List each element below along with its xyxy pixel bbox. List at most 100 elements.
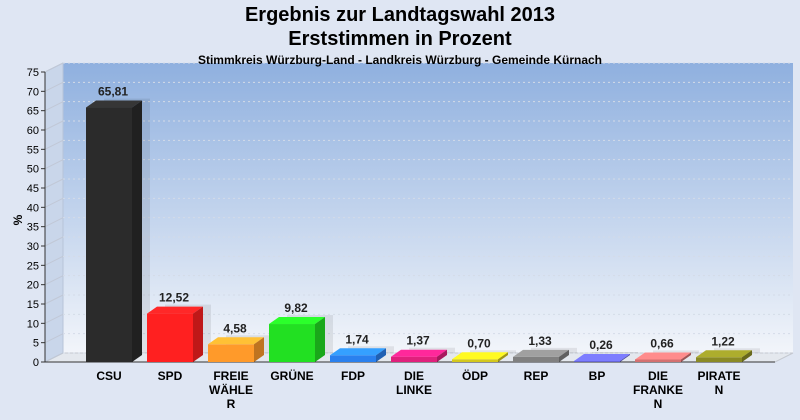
- gridline-side: [44, 120, 64, 131]
- x-tick-label: FRANKE: [633, 383, 683, 397]
- bar-front: [208, 344, 254, 362]
- y-tick-label: 30: [27, 241, 39, 253]
- plot-background: [63, 63, 793, 353]
- y-tick-label: 10: [27, 318, 39, 330]
- x-tick-label: R: [227, 397, 236, 411]
- y-tick-label: 25: [27, 260, 39, 272]
- gridline-side: [44, 139, 64, 150]
- bar: [86, 98, 150, 362]
- bar: [208, 335, 272, 362]
- gridline-side: [44, 255, 64, 266]
- bar-front: [147, 313, 193, 362]
- x-tick-label: WÄHLE: [209, 382, 253, 397]
- bar-top: [574, 353, 630, 361]
- bar-top: [147, 306, 203, 314]
- gridline-side: [44, 197, 64, 208]
- bar-value-label: 1,33: [528, 334, 552, 348]
- bar-side: [132, 100, 142, 362]
- bar-front: [86, 107, 132, 362]
- bar: [147, 304, 211, 362]
- bar-front: [635, 359, 681, 362]
- bar-value-label: 1,37: [406, 334, 430, 348]
- plot-side-wall: [44, 62, 64, 363]
- gridline-side: [44, 81, 64, 92]
- bar-side: [376, 348, 386, 362]
- x-tick-label: N: [654, 397, 663, 411]
- y-tick-label: 35: [27, 222, 39, 234]
- bar-front: [696, 357, 742, 362]
- y-tick-label: 40: [27, 202, 39, 214]
- bar-front: [513, 356, 559, 362]
- x-tick-label: N: [715, 383, 724, 397]
- bar-value-label: 0,70: [467, 336, 491, 350]
- bar-value-label: 0,26: [589, 338, 613, 352]
- y-tick-label: 70: [27, 86, 39, 98]
- bar-side: [437, 349, 447, 362]
- x-tick-label: BP: [589, 369, 606, 383]
- bar-value-label: 12,52: [159, 291, 189, 305]
- bar-value-label: 4,58: [223, 321, 247, 335]
- bar-front: [269, 324, 315, 362]
- bar: [574, 351, 638, 362]
- y-tick-label: 50: [27, 164, 39, 176]
- gridline-side: [44, 294, 64, 305]
- bar-top: [86, 100, 142, 108]
- bar-top: [208, 337, 264, 345]
- x-tick-label: LINKE: [396, 383, 432, 397]
- bar-top: [269, 317, 325, 325]
- bar-front: [574, 360, 620, 362]
- bar-top: [330, 348, 386, 356]
- y-tick-label: 55: [27, 144, 39, 156]
- x-tick-label: ÖDP: [462, 368, 488, 383]
- x-tick-label: FDP: [341, 369, 365, 383]
- x-tick-label: PIRATE: [697, 369, 740, 383]
- bar-front: [391, 356, 437, 362]
- bar-shadow: [653, 350, 699, 353]
- gridline-side: [44, 275, 64, 286]
- gridline-side: [44, 62, 64, 73]
- bar-top: [635, 352, 691, 360]
- gridline-side: [44, 333, 64, 344]
- y-tick-label: 5: [33, 338, 39, 350]
- y-tick-label: 65: [27, 106, 39, 118]
- chart-subtitle: Erststimmen in Prozent: [288, 28, 512, 50]
- bar-value-label: 1,74: [345, 332, 369, 346]
- bar: [635, 350, 699, 362]
- gridline-side: [44, 217, 64, 228]
- bar-side: [254, 337, 264, 362]
- gridline-side: [44, 236, 64, 247]
- x-tick-label: REP: [524, 369, 549, 383]
- x-tick-label: DIE: [648, 369, 668, 383]
- bar-value-label: 1,22: [711, 334, 735, 348]
- y-tick-label: 60: [27, 125, 39, 137]
- bar: [391, 347, 455, 362]
- y-tick-label: 75: [27, 67, 39, 79]
- bar-top: [513, 349, 569, 357]
- y-axis-label: %: [11, 214, 25, 225]
- x-tick-label: DIE: [404, 369, 424, 383]
- bar-side: [620, 353, 630, 362]
- gridline-side: [44, 352, 64, 363]
- bar-side: [193, 306, 203, 362]
- bar-front: [452, 359, 498, 362]
- bar-side: [559, 349, 569, 362]
- chart-caption: Stimmkreis Würzburg-Land - Landkreis Wür…: [197, 53, 603, 67]
- bar: [330, 346, 394, 362]
- gridline-side: [44, 313, 64, 324]
- gridline-side: [44, 178, 64, 189]
- bar-shadow: [470, 350, 516, 353]
- y-tick-label: 20: [27, 280, 39, 292]
- bar-shadow: [592, 351, 638, 353]
- bar-top: [696, 350, 752, 358]
- x-tick-label: GRÜNE: [270, 368, 313, 383]
- y-tick-label: 15: [27, 299, 39, 311]
- bar: [452, 350, 516, 362]
- bar-side: [681, 352, 691, 362]
- bar: [696, 348, 760, 362]
- chart-title: Ergebnis zur Landtagswahl 2013: [244, 4, 556, 26]
- x-tick-label: FREIE: [213, 369, 248, 383]
- bar-value-label: 0,66: [650, 336, 674, 350]
- bar: [513, 347, 577, 362]
